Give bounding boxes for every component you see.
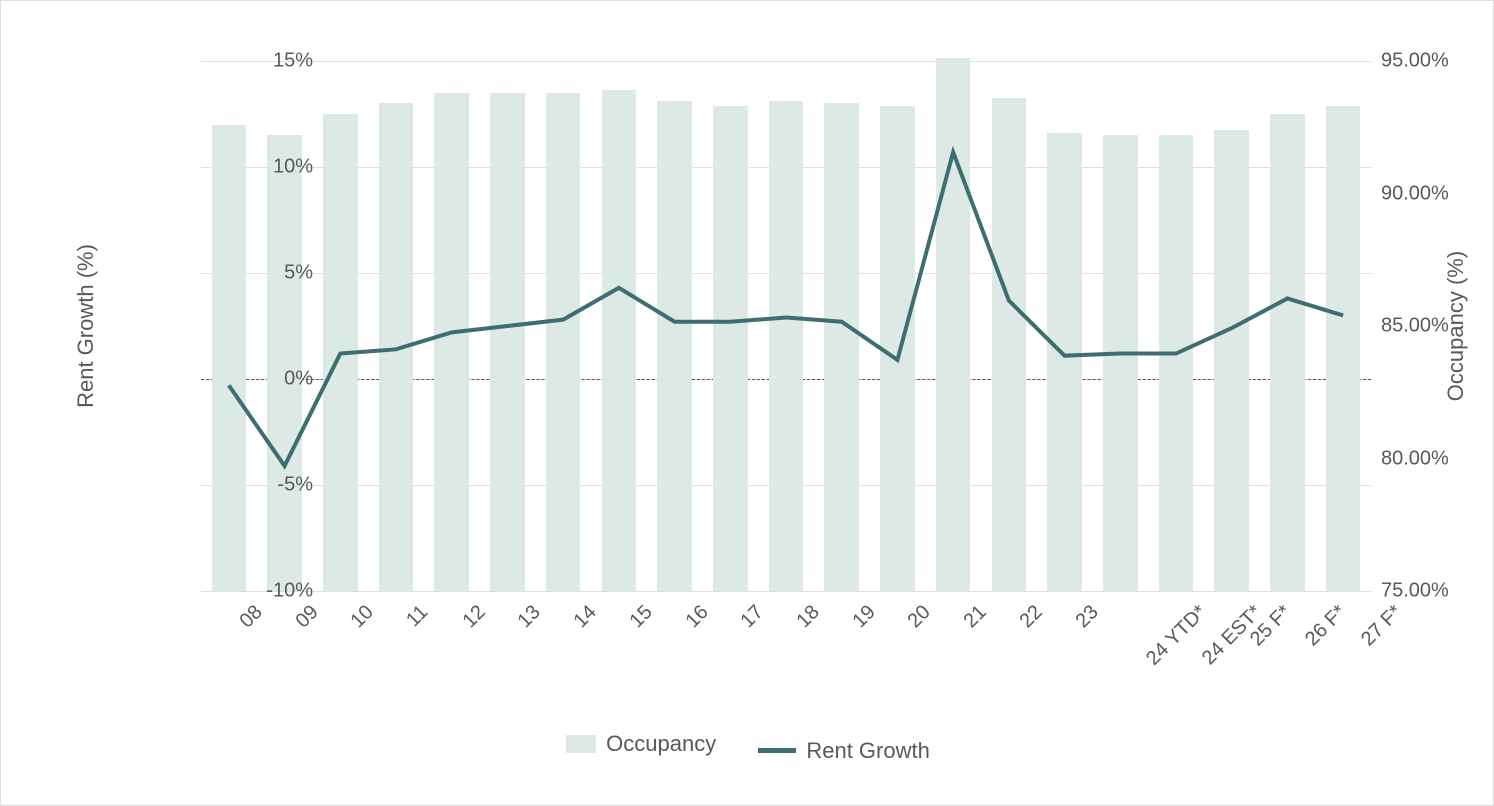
ytick-left: -10% [253, 580, 313, 603]
xtick-label: 20 [904, 601, 936, 633]
xtick-label: 12 [458, 601, 490, 633]
ytick-right: 75.00% [1381, 580, 1481, 603]
ytick-left: 5% [253, 262, 313, 285]
line-rent-growth [201, 61, 1371, 591]
xtick-label: 27 F* [1357, 601, 1407, 651]
xtick-label: 14 [570, 601, 602, 633]
ytick-left: 10% [253, 156, 313, 179]
legend-swatch-line-icon [758, 748, 796, 753]
legend-item-occupancy: Occupancy [566, 731, 716, 757]
xtick-label: 24 YTD* [1142, 601, 1211, 670]
xtick-label: 16 [681, 601, 713, 633]
ytick-left: 15% [253, 50, 313, 73]
xtick-label: 22 [1015, 601, 1047, 633]
ytick-right: 85.00% [1381, 315, 1481, 338]
xtick-label: 15 [625, 601, 657, 633]
ytick-right: 80.00% [1381, 447, 1481, 470]
xtick-label: 13 [514, 601, 546, 633]
xtick-label: 09 [291, 601, 323, 633]
legend-swatch-bar-icon [566, 735, 596, 753]
xtick-label: 18 [793, 601, 825, 633]
y-axis-left-label: Rent Growth (%) [73, 244, 99, 408]
legend: Occupancy Rent Growth [1, 731, 1494, 764]
chart-frame: Rent Growth (%) Occupancy (%) Occupancy … [0, 0, 1494, 806]
xtick-label: 26 F* [1301, 601, 1351, 651]
ytick-left: 0% [253, 368, 313, 391]
xtick-label: 10 [347, 601, 379, 633]
gridline [201, 591, 1371, 592]
xtick-label: 11 [402, 601, 433, 632]
xtick-label: 19 [848, 601, 880, 633]
ytick-right: 90.00% [1381, 182, 1481, 205]
legend-label: Occupancy [606, 731, 716, 757]
xtick-label: 21 [960, 601, 992, 633]
ytick-left: -5% [253, 474, 313, 497]
ytick-right: 95.00% [1381, 50, 1481, 73]
plot-area [201, 61, 1371, 591]
xtick-label: 23 [1071, 601, 1103, 633]
xtick-label: 08 [235, 601, 267, 633]
legend-item-rent-growth: Rent Growth [758, 738, 930, 764]
legend-label: Rent Growth [806, 738, 930, 764]
xtick-label: 17 [737, 601, 769, 633]
